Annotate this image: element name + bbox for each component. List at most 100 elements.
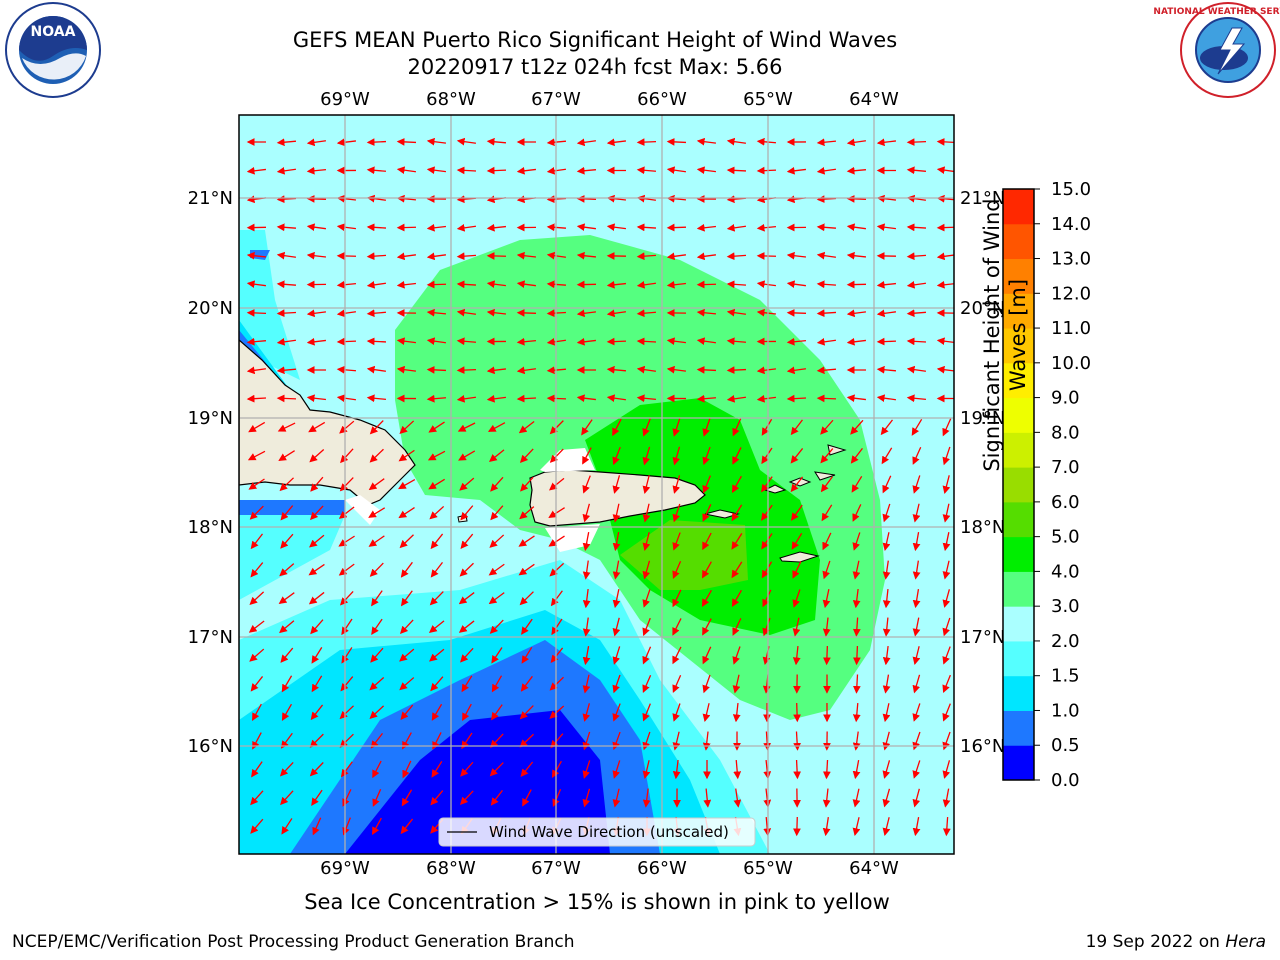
wind-wave-arrow [366, 280, 387, 289]
wind-wave-arrow [281, 703, 293, 721]
wind-wave-arrow [551, 618, 563, 636]
wind-wave-arrow [820, 448, 834, 464]
footer-date: 19 Sep 2022 on Hera [1086, 932, 1266, 952]
colorbar-segment [1003, 432, 1034, 468]
wind-wave-arrow [549, 705, 565, 719]
wind-wave-arrow [341, 618, 353, 636]
wind-wave-arrow [516, 366, 537, 375]
wind-wave-arrow [250, 790, 264, 806]
wind-wave-arrow [279, 620, 295, 634]
wind-wave-arrow [912, 560, 921, 580]
wind-wave-arrow [546, 138, 567, 147]
wind-wave-arrow [762, 617, 771, 637]
colorbar-tick-label: 15.0 [1051, 179, 1091, 200]
wind-wave-arrow [521, 646, 533, 664]
wind-wave-arrow [278, 450, 295, 461]
wind-wave-arrow [430, 676, 444, 692]
wind-wave-arrow [882, 588, 891, 609]
wind-wave-arrow [942, 532, 951, 552]
wind-wave-arrow [516, 166, 537, 175]
wind-wave-arrow [672, 646, 682, 665]
wind-wave-arrow [278, 592, 295, 605]
wind-wave-arrow [816, 251, 837, 260]
colorbar-segment [1003, 675, 1034, 711]
wind-wave-arrow [520, 675, 533, 692]
wind-wave-arrow [458, 620, 475, 633]
wind-wave-arrow [576, 251, 597, 260]
wind-wave-arrow [882, 788, 891, 808]
wind-wave-arrow [426, 394, 447, 403]
wind-wave-arrow [792, 589, 801, 608]
wind-wave-arrow [821, 504, 833, 522]
wind-wave-arrow [399, 420, 415, 434]
wind-wave-arrow [786, 166, 807, 175]
wind-wave-arrow [460, 647, 474, 663]
wind-wave-arrow [459, 562, 474, 577]
wind-wave-arrow [336, 223, 357, 232]
lat-label-left: 18°N [188, 517, 233, 538]
wind-wave-arrow [489, 733, 504, 749]
wind-wave-arrow [249, 648, 265, 662]
wind-wave-arrow [306, 195, 327, 203]
wind-wave-arrow [852, 674, 861, 694]
wind-wave-arrow [336, 280, 357, 289]
wind-wave-arrow [642, 617, 651, 637]
wind-wave-arrow [761, 533, 773, 550]
colorbar-tick-label: 1.0 [1051, 700, 1080, 721]
colorbar-segment [1003, 467, 1034, 503]
wind-wave-arrow [606, 280, 627, 289]
wind-wave-arrow [516, 280, 537, 289]
wind-wave-arrow [636, 252, 657, 261]
colorbar-segment [1003, 640, 1034, 677]
wind-wave-arrow [396, 337, 417, 346]
wind-wave-arrow [906, 166, 927, 175]
wind-wave-arrow [642, 475, 651, 494]
wind-wave-arrow [336, 309, 357, 318]
colorbar-segment [1003, 606, 1034, 642]
wind-wave-arrow [672, 560, 682, 579]
colorbar-tick-label: 6.0 [1051, 492, 1080, 513]
lon-label-top: 67°W [531, 89, 581, 110]
wind-wave-arrow [672, 446, 681, 466]
wind-wave-arrow [816, 280, 837, 289]
wind-wave-arrow [371, 618, 383, 635]
wind-wave-arrow [882, 503, 891, 523]
wind-wave-arrow [582, 703, 591, 722]
wind-wave-arrow [942, 760, 951, 779]
wind-wave-arrow [396, 365, 417, 374]
wind-wave-arrow [309, 733, 324, 748]
wind-wave-arrow [431, 761, 443, 778]
wind-wave-arrow [311, 675, 323, 693]
wind-wave-arrow [636, 394, 657, 403]
wind-wave-arrow [306, 223, 327, 232]
wind-wave-arrow [519, 506, 535, 520]
wind-wave-arrow [672, 503, 681, 523]
wind-wave-arrow [550, 647, 564, 664]
wind-wave-arrow [786, 337, 807, 346]
wind-wave-arrow [486, 166, 507, 175]
wind-wave-arrow [702, 703, 711, 723]
wind-wave-arrow [366, 365, 387, 374]
wind-wave-arrow [488, 592, 505, 605]
wind-wave-arrow [822, 645, 831, 666]
wind-wave-arrow [731, 533, 743, 550]
wind-wave-arrow [942, 703, 951, 722]
wind-wave-arrow [852, 645, 861, 666]
wind-wave-arrow [338, 535, 355, 547]
wind-wave-arrow [702, 475, 711, 494]
wind-wave-arrow [702, 532, 712, 551]
wind-wave-arrow [786, 251, 807, 260]
wind-wave-arrow [642, 760, 651, 780]
wind-wave-arrow [816, 166, 837, 175]
wind-wave-arrow [761, 476, 773, 493]
lat-label-left: 16°N [188, 736, 233, 757]
wind-wave-arrow [672, 618, 682, 636]
wind-wave-arrow [462, 703, 472, 722]
wind-wave-arrow [306, 394, 327, 403]
wind-wave-arrow [701, 589, 712, 607]
wind-wave-arrow [546, 337, 567, 346]
wind-wave-arrow [246, 280, 267, 289]
wind-wave-arrow [882, 703, 891, 723]
wind-wave-arrow [906, 365, 927, 374]
wind-wave-arrow [912, 475, 921, 494]
